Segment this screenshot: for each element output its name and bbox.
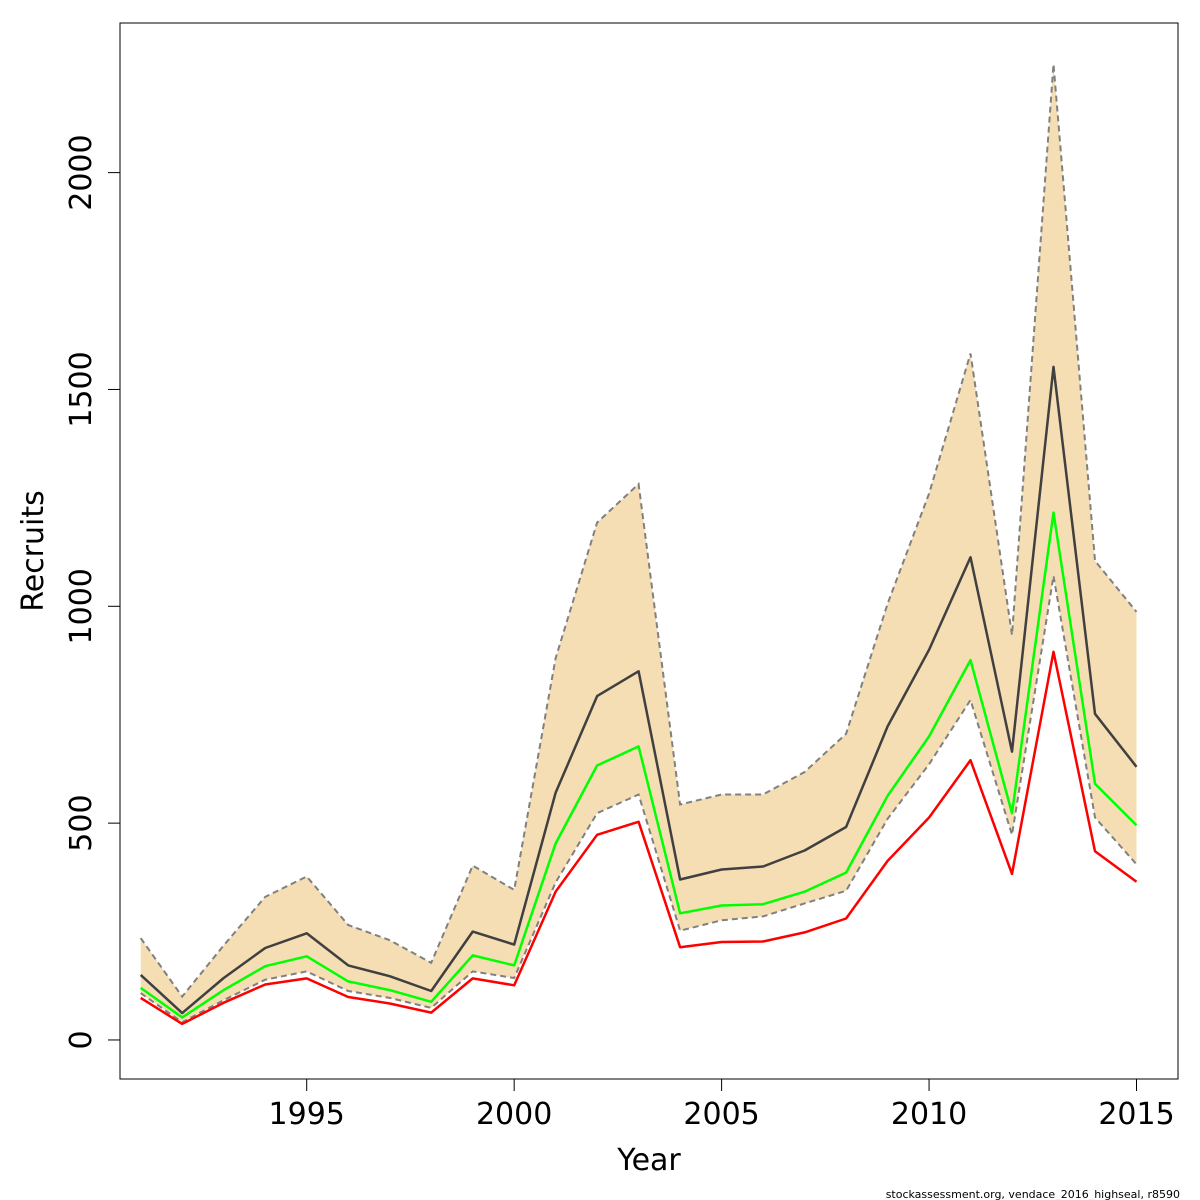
x-tick-label: 2015: [1098, 1097, 1174, 1132]
band-upper-bound: [139, 64, 1138, 999]
x-axis-title: Year: [616, 1143, 681, 1178]
y-tick-label: 2000: [64, 134, 99, 210]
y-tick-label: 500: [64, 794, 99, 851]
y-axis: 0 500 1000 1500 2000: [64, 134, 121, 1050]
y-tick-label: 1000: [64, 568, 99, 644]
y-axis-title: Recruits: [16, 490, 51, 612]
x-tick-label: 2000: [476, 1097, 552, 1132]
series-line-red: [140, 650, 1138, 1026]
y-tick-label: 1500: [64, 351, 99, 427]
series-line-green: [139, 511, 1138, 1019]
x-tick-label: 2010: [891, 1097, 967, 1132]
confidence-band-fill: [140, 64, 1137, 1023]
series-line-estimate: [139, 365, 1138, 1015]
band-lower-bound: [140, 575, 1138, 1024]
x-tick-label: 2005: [683, 1097, 759, 1132]
y-tick-label: 0: [64, 1030, 99, 1049]
x-tick-label: 1995: [269, 1097, 345, 1132]
series-lines: [139, 365, 1138, 1026]
footer-credit: stockassessment.org, vendace_2016_highse…: [886, 1188, 1180, 1200]
x-axis: 1995 2000 2005 2010 2015: [269, 1078, 1175, 1132]
confidence-band: [139, 64, 1138, 1024]
